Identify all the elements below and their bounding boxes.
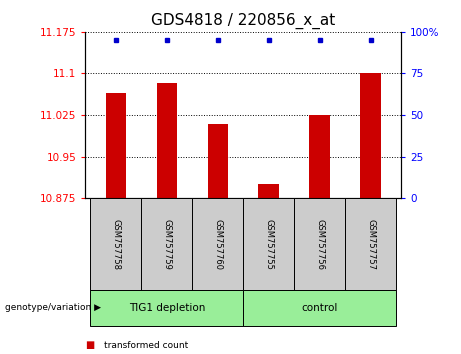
Bar <box>142 198 192 290</box>
Bar <box>90 290 243 326</box>
Text: TIG1 depletion: TIG1 depletion <box>129 303 205 313</box>
Bar <box>207 125 228 198</box>
Bar <box>345 198 396 290</box>
Bar <box>106 93 126 198</box>
Bar <box>90 198 142 290</box>
Text: GSM757759: GSM757759 <box>162 219 171 270</box>
Title: GDS4818 / 220856_x_at: GDS4818 / 220856_x_at <box>151 13 335 29</box>
Text: GSM757757: GSM757757 <box>366 219 375 270</box>
Bar <box>157 84 177 198</box>
Text: GSM757756: GSM757756 <box>315 219 324 270</box>
Bar <box>309 115 330 198</box>
Bar <box>361 74 381 198</box>
Text: GSM757760: GSM757760 <box>213 219 222 270</box>
Text: transformed count: transformed count <box>104 341 188 350</box>
Bar <box>259 184 279 198</box>
Bar <box>243 290 396 326</box>
Bar <box>243 198 294 290</box>
Text: GSM757758: GSM757758 <box>112 219 120 270</box>
Text: genotype/variation ▶: genotype/variation ▶ <box>5 303 100 313</box>
Text: control: control <box>301 303 338 313</box>
Text: GSM757755: GSM757755 <box>264 219 273 270</box>
Bar <box>294 198 345 290</box>
Bar <box>192 198 243 290</box>
Text: ■: ■ <box>85 340 95 350</box>
